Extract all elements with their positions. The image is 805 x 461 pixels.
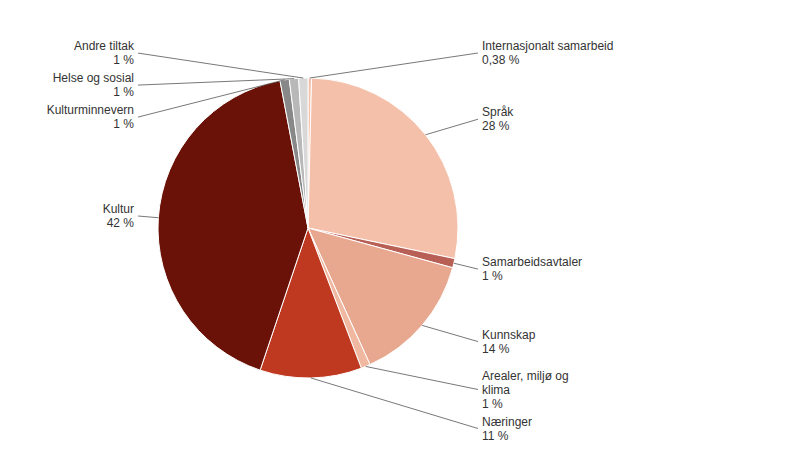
svg-text:Kunnskap14 %: Kunnskap14 % bbox=[482, 328, 536, 356]
svg-text:Næringer11 %: Næringer11 % bbox=[482, 415, 532, 443]
svg-text:Kulturminnevern1 %: Kulturminnevern1 % bbox=[47, 103, 135, 131]
svg-text:Arealer, miljø ogklima1 %: Arealer, miljø ogklima1 % bbox=[482, 369, 569, 411]
svg-text:Internasjonalt samarbeid0,38 %: Internasjonalt samarbeid0,38 % bbox=[482, 39, 613, 67]
svg-text:Kultur42 %: Kultur42 % bbox=[103, 202, 135, 230]
svg-text:Helse og sosial1 %: Helse og sosial1 % bbox=[53, 71, 135, 99]
svg-text:Språk28 %: Språk28 % bbox=[482, 105, 514, 133]
svg-text:Andre tiltak1 %: Andre tiltak1 % bbox=[74, 39, 135, 67]
svg-text:Samarbeidsavtaler1 %: Samarbeidsavtaler1 % bbox=[482, 255, 582, 283]
